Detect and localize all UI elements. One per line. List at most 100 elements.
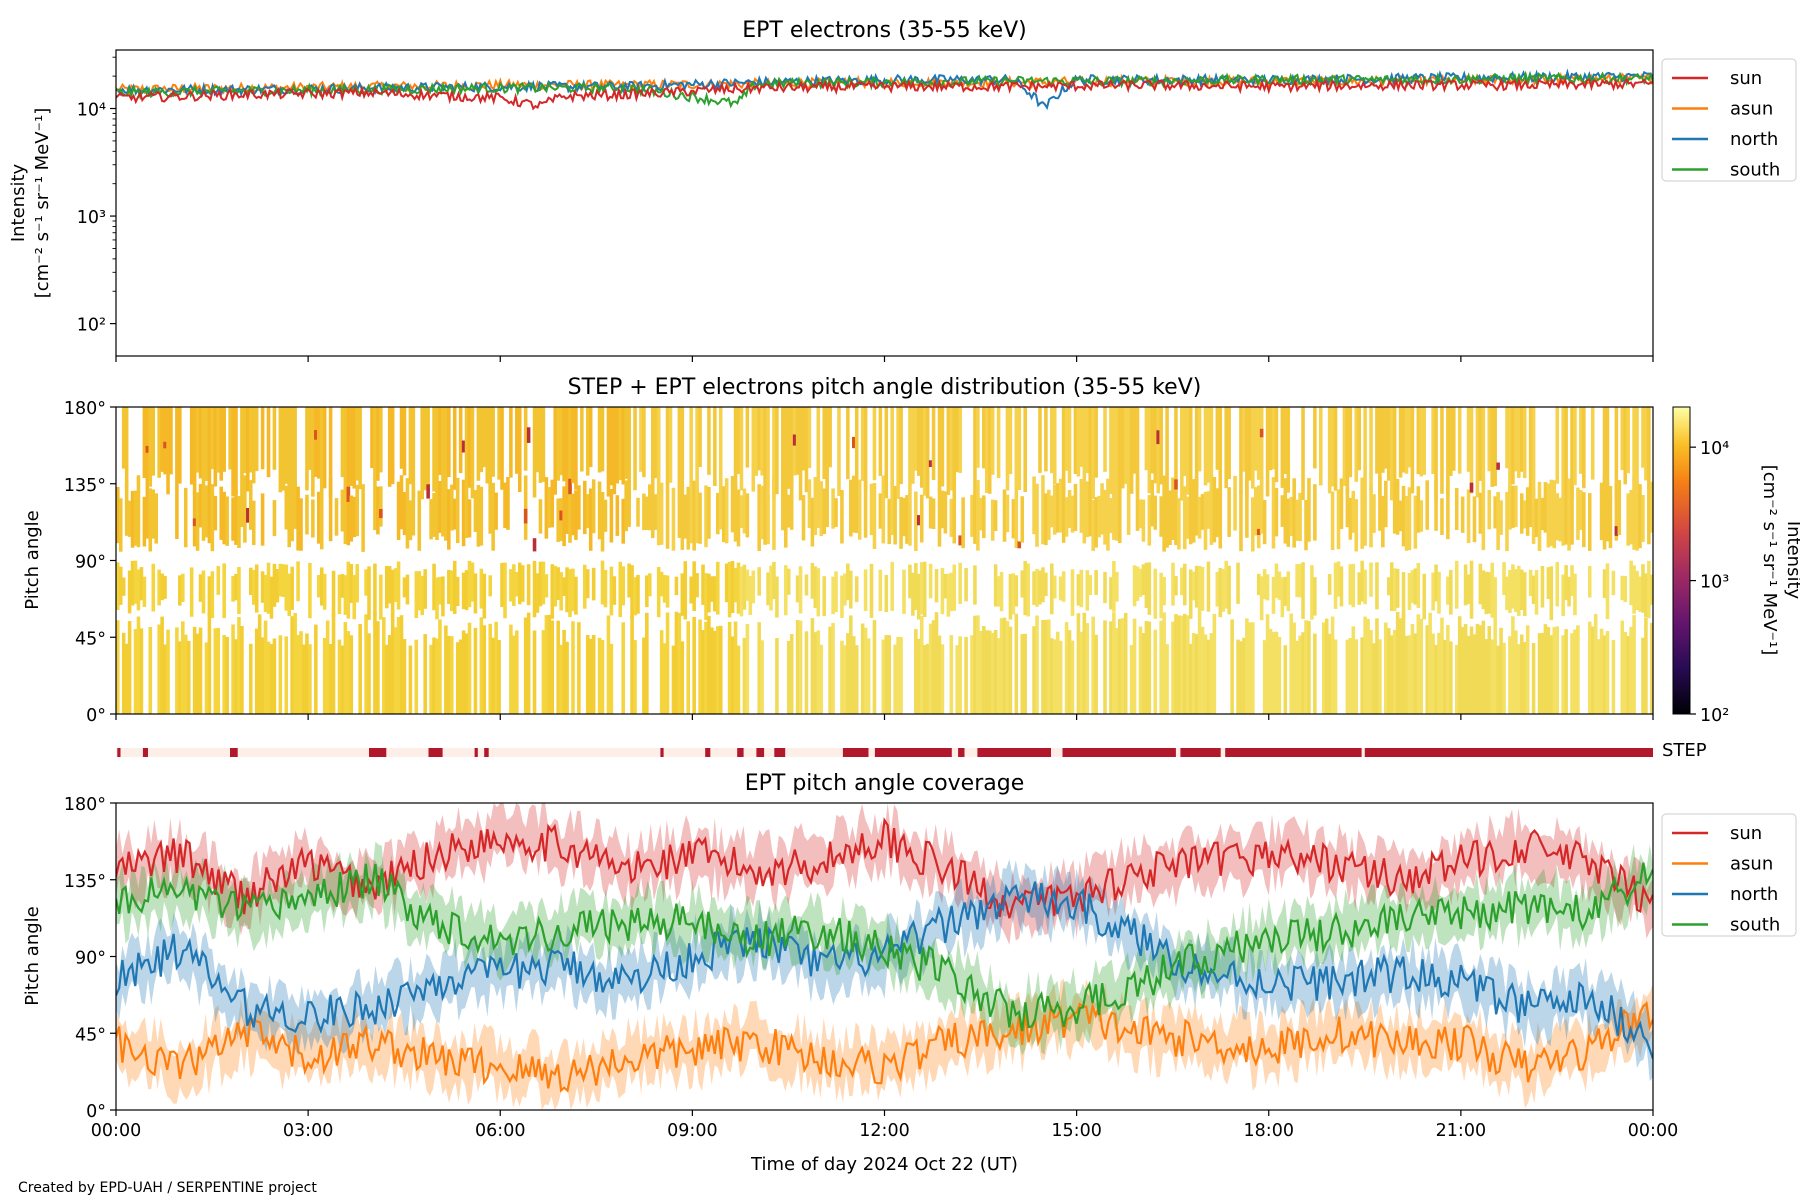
heatmap-cell — [429, 499, 433, 540]
heatmap-cell — [328, 644, 333, 714]
heatmap-cell — [766, 494, 770, 545]
heatmap-cell — [438, 481, 442, 533]
heatmap-cell — [1168, 490, 1172, 545]
heatmap-cell — [1079, 479, 1084, 533]
heatmap-cell — [1183, 563, 1187, 606]
heatmap-cell — [730, 476, 735, 533]
heatmap-cell — [458, 639, 463, 714]
heatmap-cell — [441, 483, 445, 537]
heatmap-cell — [1044, 407, 1048, 472]
heatmap-cell — [630, 614, 634, 714]
heatmap-cell — [526, 427, 531, 443]
heatmap-cell — [130, 490, 135, 548]
heatmap-cell — [786, 641, 791, 714]
heatmap-cell — [881, 639, 886, 714]
heatmap-cell — [1259, 576, 1264, 621]
heatmap-cell — [1265, 407, 1270, 497]
heatmap-cell — [1635, 407, 1639, 491]
heatmap-cell — [973, 615, 977, 714]
heatmap-cell — [198, 574, 203, 602]
heatmap-cell — [606, 615, 611, 714]
heatmap-cell — [585, 407, 590, 476]
heatmap-cell — [1159, 572, 1163, 619]
heatmap-cell — [1262, 500, 1267, 545]
heatmap-cell — [1203, 407, 1208, 486]
heatmap-cell — [1245, 407, 1249, 499]
legend-box — [1661, 813, 1797, 937]
heatmap-cell — [1295, 640, 1299, 714]
heatmap-cell — [925, 643, 930, 714]
heatmap-cell — [441, 407, 445, 490]
heatmap-cell — [1573, 573, 1577, 616]
heatmap-cell — [461, 479, 466, 547]
panel1-ylabel: Intensity — [8, 163, 29, 242]
heatmap-cell — [1327, 574, 1332, 595]
heatmap-cell — [296, 486, 300, 551]
heatmap-cell — [917, 407, 921, 476]
heatmap-cell — [1644, 407, 1648, 481]
heatmap-cell — [982, 407, 986, 469]
heatmap-cell — [1576, 487, 1580, 540]
heatmap-cell — [1165, 496, 1169, 548]
heatmap-cell — [896, 636, 900, 714]
heatmap-cell — [1227, 407, 1231, 480]
heatmap-cell — [130, 560, 135, 606]
heatmap-cell — [701, 630, 705, 714]
heatmap-cell — [1283, 407, 1288, 474]
heatmap-cell — [1446, 481, 1450, 540]
heatmap-cell — [680, 407, 685, 489]
panel1-plot-area — [116, 68, 1653, 111]
heatmap-cell — [1342, 407, 1347, 486]
heatmap-cell — [615, 407, 620, 484]
heatmap-cell — [1546, 567, 1551, 600]
heatmap-cell — [328, 477, 333, 542]
heatmap-cell — [1321, 622, 1326, 714]
heatmap-cell — [1050, 495, 1054, 528]
step-active-interval — [705, 748, 711, 757]
heatmap-cell — [178, 407, 182, 484]
heatmap-cell — [1147, 407, 1152, 494]
heatmap-cell — [479, 568, 484, 609]
heatmap-cell — [1629, 490, 1633, 545]
series-line-north — [116, 68, 1653, 111]
heatmap-cell — [1573, 407, 1577, 486]
heatmap-cell — [373, 563, 377, 617]
heatmap-cell — [142, 407, 147, 478]
heatmap-cell — [423, 407, 427, 491]
heatmap-cell — [1091, 616, 1095, 714]
heatmap-cell — [1150, 479, 1155, 527]
heatmap-cell — [470, 407, 475, 499]
heatmap-cell — [982, 626, 986, 714]
heatmap-cell — [810, 497, 815, 547]
heatmap-cell — [1032, 571, 1036, 605]
heatmap-cell — [1256, 573, 1261, 596]
heatmap-cell — [1348, 638, 1353, 714]
heatmap-cell — [642, 493, 646, 531]
heatmap-cell — [1582, 407, 1586, 489]
heatmap-cell — [461, 630, 466, 714]
heatmap-cell — [287, 484, 291, 548]
heatmap-cell — [121, 407, 126, 469]
heatmap-cell — [251, 569, 256, 605]
heatmap-cell — [633, 640, 637, 714]
heatmap-cell — [237, 567, 241, 614]
heatmap-cell — [207, 576, 212, 616]
heatmap-cell — [736, 562, 741, 614]
heatmap-cell — [881, 475, 886, 544]
heatmap-cell — [444, 625, 448, 714]
heatmap-cell — [396, 561, 401, 610]
heatmap-cell — [745, 569, 750, 601]
heatmap-cell — [937, 635, 942, 714]
heatmap-cell — [1047, 489, 1051, 540]
heatmap-cell — [1079, 569, 1084, 608]
heatmap-cell — [435, 490, 439, 540]
heatmap-cell — [240, 626, 244, 714]
heatmap-cell — [349, 564, 354, 603]
heatmap-cell — [1392, 568, 1397, 612]
heatmap-cell — [804, 631, 809, 714]
y-tick-label: 90° — [75, 553, 106, 573]
heatmap-cell — [148, 488, 153, 552]
heatmap-cell — [272, 638, 277, 714]
heatmap-cell — [899, 637, 903, 714]
heatmap-cell — [878, 569, 883, 612]
